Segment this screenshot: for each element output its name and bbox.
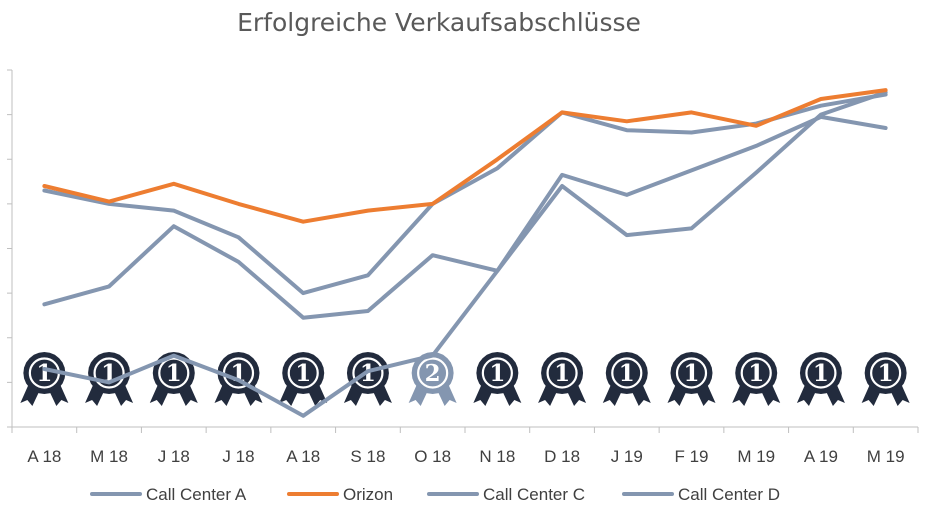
medal-rank-label: 2 [425, 360, 441, 387]
x-tick-label: J 18 [158, 447, 190, 466]
rank-medal: 1 [796, 352, 845, 406]
series-line-call-center-a [42, 90, 888, 418]
medal-ring [287, 357, 319, 389]
medal-ring [675, 357, 708, 389]
x-tick-label: J 19 [611, 447, 643, 466]
legend-label: Call Center D [678, 485, 780, 504]
medal-rank-label: 1 [554, 360, 570, 387]
medal-rank-label: 1 [489, 360, 505, 387]
x-tick-label: A 19 [804, 447, 838, 466]
rank-medal: 1 [20, 352, 69, 406]
legend-item: Call Center C [427, 485, 585, 504]
x-tick-label: J 18 [222, 447, 254, 466]
rank-medal: 1 [149, 352, 198, 406]
rank-medal: 1 [473, 352, 522, 406]
x-tick-label: A 18 [27, 447, 61, 466]
x-tick-label: A 18 [286, 447, 320, 466]
legend-item: Orizon [287, 485, 393, 504]
rank-medal: 1 [732, 352, 781, 406]
medal-ring [158, 357, 190, 389]
rank-medal: 1 [279, 352, 328, 406]
rank-medal: 1 [343, 352, 392, 406]
medal-ring [481, 357, 513, 389]
medal-ring [352, 357, 384, 389]
series-line-call-center-d [42, 114, 888, 320]
medal-ring [870, 357, 902, 389]
x-tick-labels: A 18 M 18 J 18 J 18 A 18 S 18 O 18 N 18 D 18 J 19… [27, 447, 904, 466]
medal-ring [805, 357, 837, 389]
x-tick-label: F 19 [674, 447, 708, 466]
legend: Call Center A Orizon Call Center C Call Cen… [90, 485, 780, 504]
medal-rank-label: 1 [748, 360, 764, 387]
medal-ring [93, 357, 125, 389]
medal-ring [417, 357, 449, 389]
x-tick-label: M 19 [867, 447, 905, 466]
rank-medal: 1 [602, 352, 651, 406]
medal-ring [546, 357, 578, 389]
rank-medal: 1 [861, 352, 910, 406]
legend-label: Call Center A [146, 485, 247, 504]
legend-label: Orizon [343, 485, 393, 504]
rank-medal: 1 [667, 352, 716, 406]
axes [7, 69, 919, 433]
x-tick-label: M 19 [737, 447, 775, 466]
x-tick-label: N 18 [479, 447, 515, 466]
medal-rank-label: 1 [878, 360, 894, 387]
medal-rank-label: 1 [36, 360, 52, 387]
medal-rank-label: 1 [619, 360, 635, 387]
legend-item: Call Center D [622, 485, 780, 504]
x-tick-label: M 18 [90, 447, 128, 466]
medal-rank-label: 1 [166, 360, 182, 387]
medal-rank-label: 1 [813, 360, 829, 387]
medal-rank-label: 1 [683, 360, 699, 387]
legend-label: Call Center C [483, 485, 585, 504]
medal-rank-label: 1 [295, 360, 311, 387]
legend-item: Call Center A [90, 485, 247, 504]
x-tick-label: D 18 [544, 447, 580, 466]
x-tick-label: S 18 [350, 447, 385, 466]
medal-ring [740, 357, 772, 389]
x-tick-label: O 18 [414, 447, 451, 466]
medal-ring [611, 357, 643, 389]
chart-title: Erfolgreiche Verkaufsabschlüsse [237, 8, 641, 37]
rank-medal: 2 [408, 352, 457, 406]
rank-medal: 1 [538, 352, 587, 406]
series-line-orizon [42, 88, 888, 224]
series-lines [42, 88, 888, 418]
